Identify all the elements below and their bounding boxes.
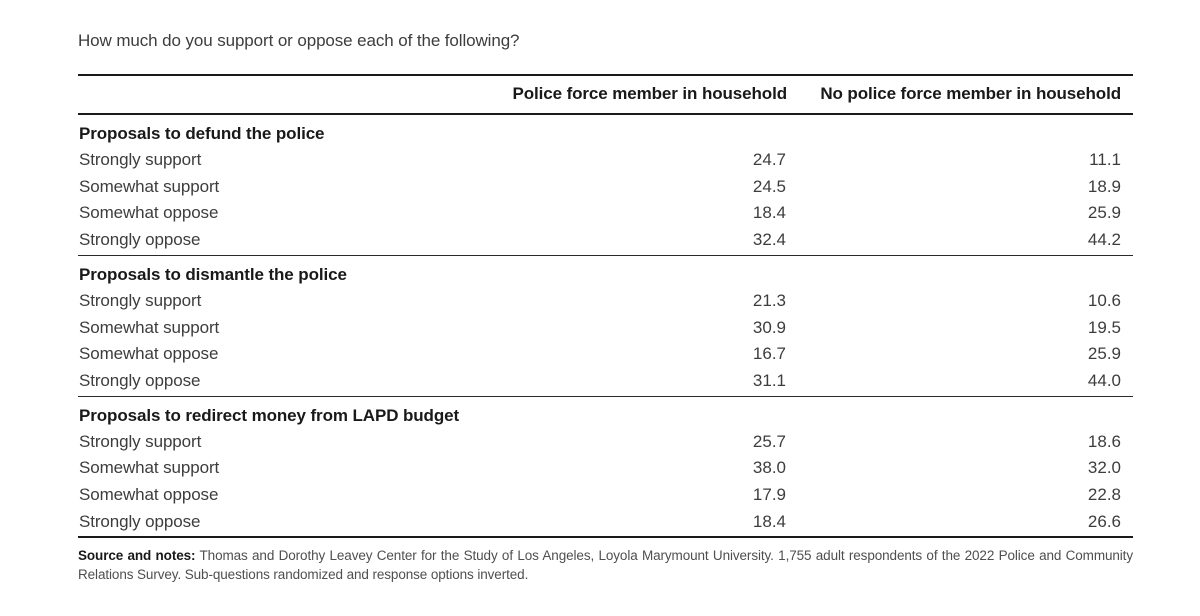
value-cell-police-household: 30.9 [752,317,786,337]
table-row: Strongly oppose 31.1 44.0 [78,368,1133,396]
table-row: Somewhat support 30.9 19.5 [78,315,1133,342]
figure-content: How much do you support or oppose each o… [78,30,1133,584]
row-label: Somewhat support [79,458,220,478]
value-cell-police-household: 38.0 [752,458,786,478]
question-title: How much do you support or oppose each o… [78,31,520,50]
section-title: Proposals to dismantle the police [79,264,347,284]
table-row: Somewhat oppose 18.4 25.9 [78,200,1133,227]
source-notes-text: Thomas and Dorothy Leavey Center for the… [78,548,1133,583]
table-header: Police force member in household No poli… [78,75,1133,114]
value-cell-police-household: 21.3 [752,290,786,310]
value-cell-no-police-household: 44.2 [1087,230,1121,250]
row-label: Somewhat oppose [79,203,219,223]
value-cell-police-household: 17.9 [752,485,786,505]
table-row: Somewhat oppose 17.9 22.8 [78,482,1133,509]
source-notes-label: Source and notes: [78,548,196,564]
row-label: Somewhat support [79,176,220,196]
row-label: Strongly oppose [79,511,201,531]
value-cell-no-police-household: 19.5 [1087,317,1121,337]
value-cell-no-police-household: 25.9 [1087,344,1121,364]
column-header-police-household: Police force member in household [512,84,787,103]
row-label: Strongly oppose [79,230,201,250]
row-label: Strongly support [79,150,202,169]
section-title: Proposals to redirect money from LAPD bu… [79,405,460,425]
value-cell-no-police-household: 26.6 [1087,511,1121,531]
table-section-defund: Proposals to defund the police Strongly … [78,114,1133,255]
section-header-row: Proposals to dismantle the police [78,255,1133,288]
table-section-dismantle: Proposals to dismantle the police Strong… [78,255,1133,396]
table-row: Somewhat support 38.0 32.0 [78,455,1133,482]
row-label: Strongly support [79,431,202,451]
row-label: Somewhat oppose [79,485,219,505]
value-cell-police-household: 25.7 [752,431,786,451]
table-row: Strongly support 24.7 11.1 [78,147,1133,174]
value-cell-no-police-household: 11.1 [1089,150,1121,169]
value-cell-police-household: 24.5 [752,176,786,196]
value-cell-police-household: 16.7 [752,344,786,364]
value-cell-no-police-household: 32.0 [1087,458,1121,478]
row-label: Somewhat support [79,317,220,337]
value-cell-no-police-household: 10.6 [1087,290,1121,310]
column-header-no-police-household: No police force member in household [820,84,1121,103]
value-cell-no-police-household: 25.9 [1087,203,1121,223]
value-cell-no-police-household: 18.6 [1087,431,1121,451]
value-cell-police-household: 24.7 [752,150,786,169]
source-notes: Source and notes: Thomas and Dorothy Lea… [78,546,1133,584]
value-cell-no-police-household: 22.8 [1087,485,1121,505]
value-cell-no-police-household: 18.9 [1087,176,1121,196]
row-label: Strongly oppose [79,370,201,390]
value-cell-police-household: 18.4 [752,203,786,223]
table-row: Strongly support 21.3 10.6 [78,288,1133,315]
section-header-row: Proposals to redirect money from LAPD bu… [78,396,1133,429]
table-row: Somewhat support 24.5 18.9 [78,174,1133,201]
crosstab-table: Police force member in household No poli… [78,74,1133,539]
value-cell-no-police-household: 44.0 [1087,370,1121,390]
value-cell-police-household: 32.4 [752,230,786,250]
table-row: Strongly oppose 32.4 44.2 [78,227,1133,255]
header-spacer [78,75,507,114]
row-label: Strongly support [79,290,202,310]
table-row: Somewhat oppose 16.7 25.9 [78,341,1133,368]
table-row: Strongly oppose 18.4 26.6 [78,509,1133,538]
section-title: Proposals to defund the police [79,124,325,143]
section-header-row: Proposals to defund the police [78,114,1133,147]
row-label: Somewhat oppose [79,344,219,364]
table-section-redirect: Proposals to redirect money from LAPD bu… [78,396,1133,537]
table-row: Strongly support 25.7 18.6 [78,429,1133,456]
value-cell-police-household: 18.4 [752,511,786,531]
value-cell-police-household: 31.1 [752,370,786,390]
